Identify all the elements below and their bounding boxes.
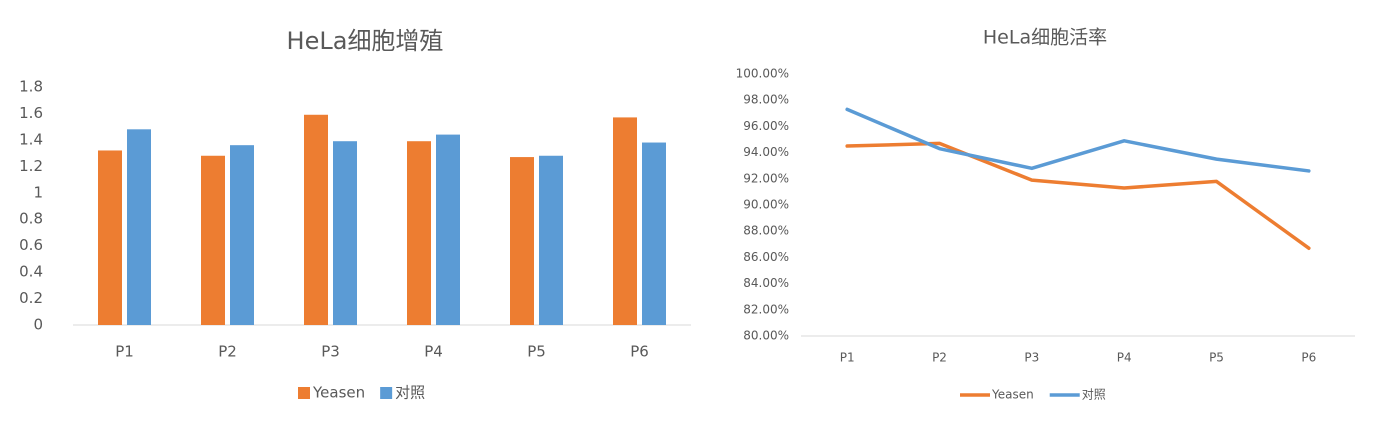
bar [436, 134, 460, 325]
y-tick-label: 88.00% [743, 224, 789, 238]
y-tick-label: 1.4 [19, 130, 43, 148]
line [845, 107, 1311, 173]
chart-title: HeLa细胞活率 [983, 27, 1107, 49]
y-tick-label: 0 [33, 316, 43, 334]
x-tick-label: P3 [1024, 351, 1039, 365]
bar [642, 142, 666, 325]
x-tick-label: P1 [115, 343, 134, 361]
legend-label: Yeasen [991, 388, 1034, 402]
y-tick-label: 94.00% [743, 145, 789, 159]
bar [333, 141, 357, 325]
bar [201, 155, 225, 325]
bar [510, 157, 534, 325]
line [845, 141, 1311, 250]
legend-label: 对照 [1082, 388, 1106, 402]
bar [407, 141, 431, 325]
y-tick-label: 90.00% [743, 198, 789, 212]
bar [230, 145, 254, 325]
y-tick-label: 0.6 [19, 236, 43, 254]
y-tick-label: 1.2 [19, 157, 43, 175]
y-tick-label: 0.8 [19, 210, 43, 228]
bar [613, 117, 637, 326]
bar [304, 114, 328, 326]
y-tick-label: 84.00% [743, 276, 789, 290]
x-tick-label: P4 [1117, 351, 1132, 365]
legend-label: Yeasen [312, 384, 365, 402]
x-tick-label: P5 [527, 343, 546, 361]
chart-title: HeLa细胞增殖 [287, 27, 444, 55]
legend-swatch [380, 387, 393, 399]
bar [98, 150, 122, 325]
x-tick-label: P2 [932, 351, 947, 365]
y-tick-label: 1.6 [19, 104, 43, 122]
y-tick-label: 1.8 [19, 78, 43, 96]
x-tick-label: P4 [424, 343, 443, 361]
y-tick-label: 80.00% [743, 329, 789, 343]
x-tick-label: P6 [1301, 351, 1316, 365]
y-tick-label: 82.00% [743, 302, 789, 316]
y-tick-label: 0.2 [19, 289, 43, 307]
x-tick-label: P2 [218, 343, 237, 361]
y-tick-label: 1 [33, 183, 43, 201]
bar [539, 155, 563, 325]
x-tick-label: P3 [321, 343, 340, 361]
y-tick-label: 96.00% [743, 119, 789, 133]
y-tick-label: 0.4 [19, 263, 43, 281]
y-tick-label: 100.00% [736, 67, 789, 81]
bar [127, 129, 151, 325]
legend-swatch [298, 387, 310, 399]
y-tick-label: 98.00% [743, 93, 789, 107]
y-tick-label: 92.00% [743, 171, 789, 185]
x-tick-label: P1 [840, 351, 855, 365]
x-tick-label: P6 [630, 343, 649, 361]
y-tick-label: 86.00% [743, 250, 789, 264]
x-tick-label: P5 [1209, 351, 1224, 365]
legend-label: 对照 [395, 384, 425, 402]
